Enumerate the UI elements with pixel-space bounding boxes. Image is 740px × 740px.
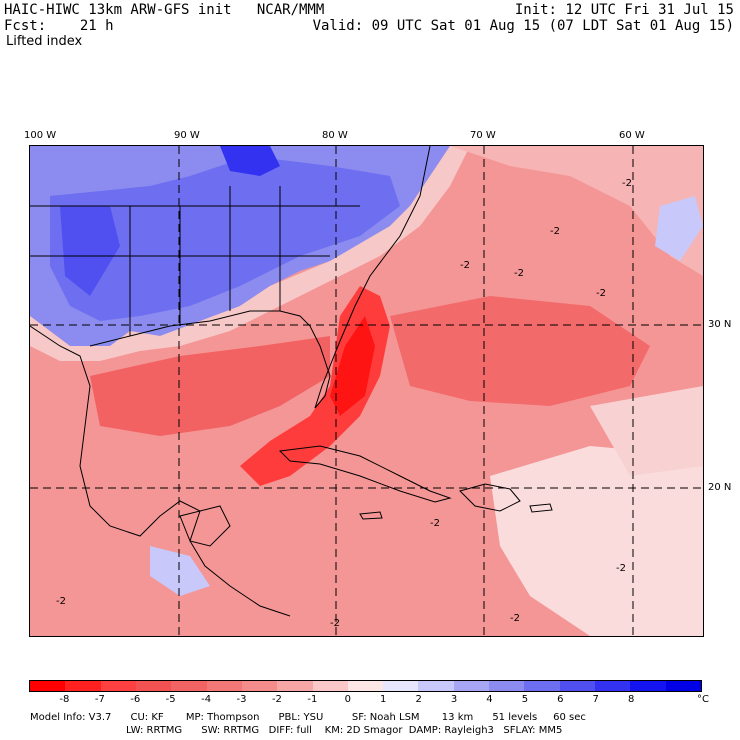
coastlines [30, 146, 553, 617]
model-info-line-1: Model Info: V3.7 CU: KF MP: Thompson PBL… [30, 712, 586, 723]
unstable-core [330, 316, 375, 416]
pale-east [450, 146, 703, 276]
colorbar-swatch [100, 681, 136, 691]
state-borders [30, 186, 360, 336]
colorbar-tick-label: -6 [130, 694, 141, 705]
us-east-coast [314, 146, 431, 409]
colorbar-swatch [241, 681, 278, 691]
field-name: Lifted index [6, 34, 83, 49]
pale-se [590, 386, 703, 476]
contour-label: -2 [460, 260, 470, 271]
colorbar-tick-label: -4 [201, 694, 212, 705]
graticule [30, 146, 703, 636]
hispaniola [459, 483, 521, 512]
contour-label: -2 [514, 268, 524, 279]
gulf-coast [30, 325, 291, 617]
contour-label: -2 [330, 618, 340, 629]
contour-label: -2 [550, 226, 560, 237]
colorbar-swatch [383, 681, 419, 691]
map-title: HAIC-HIWC 13km ARW-GFS init NCAR/MMM [4, 2, 325, 18]
colorbar [29, 680, 702, 692]
colorbar-swatch [524, 681, 560, 691]
valid-time: Valid: 09 UTC Sat 01 Aug 15 (07 LDT Sat … [312, 18, 734, 34]
colorbar-tick-label: -7 [94, 694, 105, 705]
pale-caribbean [490, 446, 703, 636]
unstable-gulf [90, 336, 330, 436]
colorbar-swatch [630, 681, 666, 691]
blue-patch-east [655, 196, 703, 261]
contour-label: -2 [616, 563, 626, 574]
colorbar-swatch [347, 681, 384, 691]
us-gulf-coast [89, 310, 331, 409]
lat-label-30n: 30 N [708, 319, 732, 330]
colorbar-swatch [665, 681, 701, 691]
stable-west [60, 206, 120, 296]
colorbar-swatch [489, 681, 525, 691]
stable-core [50, 156, 400, 321]
colorbar-tick-label: 1 [380, 694, 387, 705]
model-info-line-2: LW: RRTMG SW: RRTMG DIFF: full KM: 2D Sm… [126, 725, 563, 736]
colorbar-tick-label: 7 [592, 694, 599, 705]
transition-band [30, 146, 470, 361]
puerto-rico [529, 503, 553, 513]
contour-label: -2 [596, 288, 606, 299]
cuba [278, 445, 452, 503]
lon-label-60w: 60 W [619, 130, 645, 141]
colorbar-swatch [595, 681, 631, 691]
lon-label-100w: 100 W [24, 130, 57, 141]
colorbar-swatch [559, 681, 595, 691]
lon-label-70w: 70 W [470, 130, 496, 141]
contour-label: -2 [56, 596, 66, 607]
colorbar-swatch [206, 681, 242, 691]
lon-label-90w: 90 W [174, 130, 200, 141]
forecast-hour: Fcst: 21 h [4, 18, 114, 34]
blue-central-am [150, 546, 210, 596]
colorbar-tick-label: -8 [59, 694, 70, 705]
init-time: Init: 12 UTC Fri 31 Jul 15 [514, 2, 734, 18]
lifted-index-map: -2 -2 -2 -2 -2 -2 -2 -2 -2 -2 [29, 145, 704, 637]
colorbar-swatch [453, 681, 490, 691]
colorbar-tick-label: 6 [557, 694, 564, 705]
jamaica [359, 511, 383, 520]
colorbar-tick-label: -1 [307, 694, 318, 705]
colorbar-swatch [135, 681, 172, 691]
colorbar-swatch [418, 681, 454, 691]
colorbar-tick-label: 3 [450, 694, 458, 705]
colorbar-swatch [277, 681, 313, 691]
colorbar-swatch [312, 681, 348, 691]
colorbar-tick-label: -3 [236, 694, 247, 705]
stable-max [220, 146, 280, 176]
lon-label-80w: 80 W [322, 130, 348, 141]
colorbar-tick-label: 4 [486, 694, 493, 705]
colorbar-tick-label: -5 [165, 694, 176, 705]
contour-label: -2 [510, 613, 520, 624]
contour-label: -2 [430, 518, 440, 529]
colorbar-tick-label: 8 [627, 694, 635, 705]
unstable-atlantic [390, 296, 650, 406]
colorbar-swatch [65, 681, 101, 691]
yucatan [179, 505, 231, 547]
colorbar-tick-label: 5 [521, 694, 529, 705]
contour-label: -2 [622, 178, 632, 189]
colorbar-tick-label: 0 [344, 694, 351, 705]
colorbar-swatch [171, 681, 207, 691]
colorbar-tick-label: 2 [415, 694, 422, 705]
colorbar-swatch [30, 681, 66, 691]
colorbar-tick-label: -2 [271, 694, 282, 705]
colorbar-unit: °C [697, 694, 709, 705]
lat-label-20n: 20 N [708, 482, 732, 493]
